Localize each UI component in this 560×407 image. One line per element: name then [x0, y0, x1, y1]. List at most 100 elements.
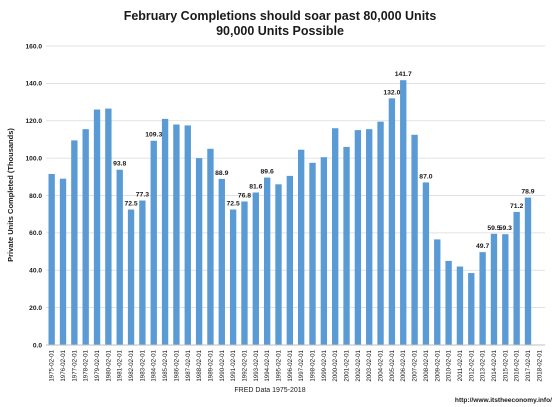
data-label: 71.2 [510, 203, 523, 210]
data-label: 88.9 [215, 170, 228, 177]
x-tick-label: 2007-02-01 [412, 349, 419, 381]
y-tick-label: 60.0 [29, 230, 42, 237]
chart-title: February Completions should soar past 80… [124, 9, 437, 23]
data-label: 132.0 [383, 89, 400, 96]
x-tick-label: 2017-02-01 [525, 349, 532, 381]
x-tick-label: 1993-02-01 [253, 349, 260, 381]
bar-2015-02-01 [502, 234, 509, 345]
bar-1998-02-01 [309, 162, 316, 345]
x-tick-label: 1991-02-01 [230, 349, 237, 381]
y-axis-ticks: 0.0 20.0 40.0 60.0 80.0 100.0 120.0 140.0 160.0 [25, 43, 42, 349]
x-tick-label: 2006-02-01 [400, 349, 407, 381]
x-tick-label: 1980-02-01 [105, 349, 112, 381]
x-tick-label: 1992-02-01 [241, 349, 248, 381]
bar-2012-02-01 [468, 273, 475, 345]
x-tick-label: 2009-02-01 [434, 349, 441, 381]
x-tick-label: 2005-02-01 [389, 349, 396, 381]
y-axis-label: Private Units Completed (Thousands) [6, 128, 15, 262]
y-tick-label: 160.0 [25, 43, 42, 50]
data-label: 77.3 [136, 192, 149, 199]
bar-1978-02-01 [82, 129, 89, 345]
bar-1994-02-01 [263, 177, 271, 345]
y-tick-label: 0.0 [33, 342, 42, 349]
x-tick-label: 2018-02-01 [536, 349, 543, 381]
bar-2011-02-01 [456, 266, 464, 345]
bar-2014-02-01 [490, 233, 498, 345]
x-tick-label: 2001-02-01 [344, 349, 351, 381]
source-url[interactable]: http://www.itstheeconomy.info/ [455, 397, 552, 404]
x-tick-label: 1995-02-01 [275, 349, 282, 381]
bar-1995-02-01 [275, 184, 282, 345]
x-tick-label: 1981-02-01 [117, 349, 124, 381]
bar-2009-02-01 [434, 239, 441, 345]
x-tick-label: 1986-02-01 [173, 349, 180, 381]
y-tick-label: 40.0 [29, 268, 42, 275]
x-tick-label: 1997-02-01 [298, 349, 305, 381]
bar-1996-02-01 [286, 175, 294, 345]
data-label: 72.5 [227, 201, 240, 208]
data-label: 89.6 [261, 169, 274, 176]
data-label: 72.5 [124, 201, 137, 208]
bar-2017-02-01 [524, 197, 532, 345]
x-tick-label: 2011-02-01 [457, 349, 464, 381]
data-label: 87.0 [419, 173, 432, 180]
bar-1993-02-01 [252, 192, 259, 345]
bar-1986-02-01 [173, 124, 180, 345]
bar-1989-02-01 [207, 148, 214, 345]
x-tick-label: 2008-02-01 [423, 349, 430, 381]
bar-1988-02-01 [195, 158, 203, 345]
x-tick-label: 2013-02-01 [480, 349, 487, 381]
y-tick-label: 140.0 [25, 81, 42, 88]
data-label: 76.8 [238, 192, 251, 199]
bar-1981-02-01 [116, 169, 123, 345]
bar-1979-02-01 [93, 109, 101, 345]
x-tick-label: 2000-02-01 [332, 349, 339, 381]
bar-2000-02-01 [332, 128, 339, 345]
x-tick-label: 1984-02-01 [151, 349, 158, 381]
bar-1997-02-01 [297, 149, 305, 345]
bar-2001-02-01 [343, 146, 350, 345]
bar-1982-02-01 [127, 209, 135, 345]
x-tick-label: 2015-02-01 [502, 349, 509, 381]
bar-2016-02-01 [513, 211, 520, 345]
x-tick-label: 1979-02-01 [94, 349, 101, 381]
x-tick-label: 1998-02-01 [310, 349, 317, 381]
bar-1987-02-01 [184, 125, 191, 345]
bar-1985-02-01 [161, 118, 169, 345]
data-label: 59.5 [487, 225, 500, 232]
data-label: 78.9 [521, 189, 534, 196]
x-tick-label: 1975-02-01 [49, 349, 56, 381]
bars [48, 80, 532, 346]
bar-2002-02-01 [354, 130, 362, 345]
x-tick-label: 1982-02-01 [128, 349, 135, 381]
data-label: 109.3 [145, 132, 162, 139]
bar-1975-02-01 [48, 174, 55, 345]
data-label: 49.7 [476, 243, 489, 250]
bar-1990-02-01 [218, 178, 225, 345]
x-tick-label: 1977-02-01 [71, 349, 78, 381]
bar-2004-02-01 [377, 121, 384, 345]
x-tick-label: 1988-02-01 [196, 349, 203, 381]
bar-1999-02-01 [320, 157, 328, 345]
x-tick-label: 2002-02-01 [355, 349, 362, 381]
data-label: 81.6 [249, 184, 262, 191]
data-labels: 93.8 72.5 77.3 109.3 88.9 72.5 76.881.6 89.6 132… [113, 71, 535, 250]
y-tick-label: 120.0 [25, 118, 42, 125]
y-tick-label: 100.0 [25, 155, 42, 162]
bar-1980-02-01 [105, 108, 112, 346]
bar-1992-02-01 [241, 201, 248, 345]
x-tick-label: 1999-02-01 [321, 349, 328, 381]
chart-subtitle: 90,000 Units Possible [216, 24, 344, 38]
bar-2010-02-01 [445, 260, 452, 345]
x-axis-ticks: 1975-02-01 1976-02-01 1977-02-01 1978-02-01… [49, 349, 544, 381]
x-tick-label: 1978-02-01 [83, 349, 90, 381]
bar-2005-02-01 [388, 98, 396, 345]
x-tick-label: 1994-02-01 [264, 349, 271, 381]
x-tick-label: 1996-02-01 [287, 349, 294, 381]
bar-1977-02-01 [71, 140, 78, 345]
bar-2013-02-01 [479, 252, 486, 345]
x-tick-label: 1983-02-01 [139, 349, 146, 381]
y-tick-label: 80.0 [29, 193, 42, 200]
data-label: 141.7 [395, 71, 412, 78]
